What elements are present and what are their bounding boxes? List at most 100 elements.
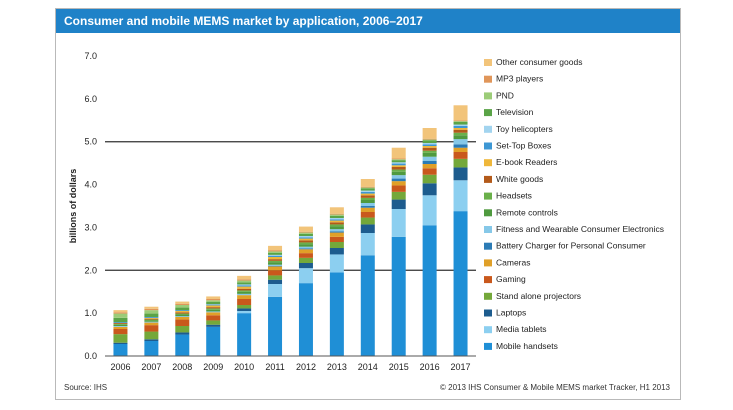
- bar-segment: [175, 314, 190, 317]
- bar-segment: [453, 147, 468, 152]
- bar-segment: [144, 321, 159, 323]
- bar-segment: [237, 286, 252, 289]
- bar-segment: [206, 309, 221, 312]
- bar-segment: [329, 254, 344, 273]
- bar-segment: [422, 139, 437, 141]
- bar-segment: [298, 236, 313, 238]
- bar-segment: [206, 305, 221, 308]
- bar-segment: [268, 262, 283, 265]
- x-tick-label: 2008: [172, 362, 192, 372]
- bar-segment: [144, 317, 159, 319]
- bar-segment: [329, 231, 344, 233]
- bar-segment: [391, 236, 406, 356]
- bar-segment: [329, 226, 344, 230]
- bar-segment: [237, 282, 252, 285]
- bar-segment: [298, 248, 313, 250]
- legend-label: Cameras: [496, 257, 530, 267]
- bar-segment: [113, 312, 128, 314]
- bar-segment: [422, 143, 437, 145]
- bar-segment: [329, 229, 344, 232]
- bar-segment: [206, 311, 221, 313]
- bar-segment: [329, 272, 344, 356]
- bar-segment: [360, 187, 375, 189]
- bar-segment: [360, 233, 375, 256]
- bar-segment: [422, 174, 437, 184]
- bar-segment: [298, 246, 313, 249]
- bar-segment: [391, 185, 406, 192]
- bar-segment: [360, 224, 375, 233]
- legend-swatch: [484, 226, 492, 233]
- bar-segment: [113, 322, 128, 323]
- legend-label: E-book Readers: [496, 157, 557, 167]
- bar-segment: [453, 158, 468, 168]
- bar-segment: [391, 160, 406, 163]
- bar-segment: [422, 152, 437, 157]
- bar-segment: [206, 308, 221, 310]
- bar-segment: [298, 249, 313, 254]
- bar-segment: [237, 279, 252, 281]
- bar-segment: [113, 344, 128, 356]
- bar-segment: [268, 296, 283, 356]
- legend-label: Stand alone projectors: [496, 291, 581, 301]
- legend-label: PND: [496, 90, 514, 100]
- bar-segment: [237, 291, 252, 294]
- bar-segment: [298, 263, 313, 269]
- bar-segment: [360, 207, 375, 212]
- bar-segment: [113, 326, 128, 329]
- bar-segment: [206, 307, 221, 309]
- bar-segment: [237, 293, 252, 296]
- bar-segment: [298, 257, 313, 263]
- bar-segment: [453, 120, 468, 122]
- bar-segment: [422, 140, 437, 143]
- bar-segment: [453, 135, 468, 140]
- legend-swatch: [484, 109, 492, 117]
- bar-segment: [113, 323, 128, 325]
- legend-swatch: [484, 75, 492, 83]
- bar-segment: [268, 259, 283, 261]
- bar-segment: [422, 183, 437, 196]
- bar-segment: [298, 253, 313, 258]
- bar-segment: [175, 312, 190, 314]
- bar-segment: [113, 334, 128, 343]
- legend-label: Laptops: [496, 308, 526, 318]
- bar-segment: [360, 212, 375, 218]
- bar-segment: [237, 305, 252, 309]
- bar-segment: [422, 147, 437, 151]
- legend-label: Toy helicopters: [496, 124, 553, 134]
- bar-segment: [453, 128, 468, 130]
- legend-label: Other consumer goods: [496, 57, 582, 67]
- bar-segment: [237, 290, 252, 292]
- bar-segment: [298, 231, 313, 233]
- bar-segment: [422, 146, 437, 148]
- legend-swatch: [484, 276, 492, 284]
- bar-segment: [237, 313, 252, 356]
- x-tick-label: 2011: [265, 362, 284, 372]
- bar-segment: [298, 226, 313, 232]
- x-tick-label: 2006: [110, 362, 130, 372]
- bar-segment: [268, 275, 283, 280]
- legend-swatch: [484, 142, 492, 150]
- legend-swatch: [484, 242, 492, 250]
- bar-segment: [206, 324, 221, 327]
- bar-segment: [453, 105, 468, 121]
- bar-segment: [360, 203, 375, 206]
- bar-segment: [237, 299, 252, 305]
- bar-segment: [453, 167, 468, 181]
- bar-segment: [237, 311, 252, 314]
- bar-segment: [298, 237, 313, 239]
- legend-label: Battery Charger for Personal Consumer: [496, 241, 646, 251]
- bar-segment: [360, 206, 375, 208]
- bar-segment: [206, 304, 221, 306]
- bar-segment: [175, 310, 190, 311]
- bar-segment: [391, 163, 406, 166]
- bar-segment: [237, 288, 252, 291]
- bar-segment: [298, 240, 313, 243]
- y-tick-label: 5.0: [84, 137, 97, 147]
- bar-segment: [175, 313, 190, 315]
- bar-segment: [144, 325, 159, 332]
- bar-segment: [422, 168, 437, 175]
- bar-segment: [175, 311, 190, 313]
- bar-segment: [175, 326, 190, 333]
- bar-segment: [175, 307, 190, 311]
- bar-segment: [453, 180, 468, 212]
